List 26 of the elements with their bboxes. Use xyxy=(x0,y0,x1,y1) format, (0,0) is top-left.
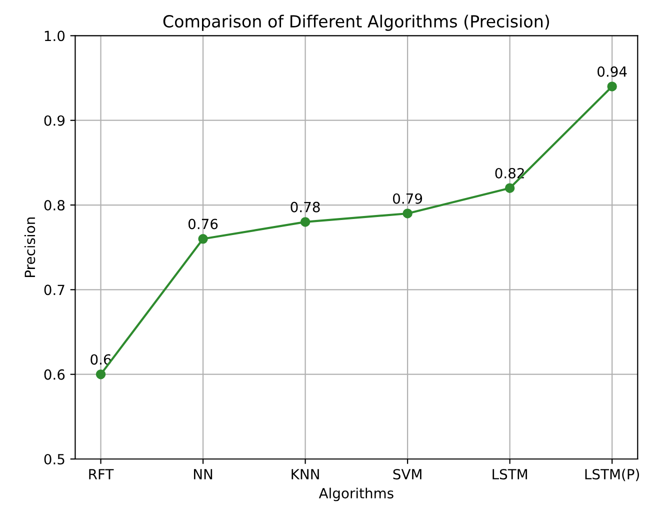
data-label: 0.78 xyxy=(290,202,320,212)
y-tick-label: 0.9 xyxy=(44,115,65,126)
y-tick-label: 0.5 xyxy=(44,454,64,464)
x-tick-label: RFT xyxy=(89,469,114,480)
point xyxy=(607,82,617,92)
x-tick-label: NN xyxy=(194,469,212,480)
point xyxy=(96,369,106,380)
x-tick-label: LSTM(P) xyxy=(585,468,640,482)
x-tick-label: KNN xyxy=(292,469,319,480)
point xyxy=(300,217,310,227)
y-tick-label: 0.7 xyxy=(44,284,64,296)
data-label: 0.76 xyxy=(188,218,218,230)
y-tick-label: 1.0 xyxy=(44,30,65,42)
data-label: 0.94 xyxy=(598,66,627,77)
data-label: 0.82 xyxy=(495,168,524,178)
y-tick-label: 0.8 xyxy=(44,200,65,210)
point xyxy=(198,234,208,244)
y-tick-label: 0.6 xyxy=(44,369,65,380)
point xyxy=(504,183,515,193)
chart-title: Comparison of Different Algorithms (Precision) xyxy=(163,14,549,31)
data-label: 0.79 xyxy=(393,193,422,204)
point xyxy=(402,208,412,218)
x-axis-title: Algorithms xyxy=(318,488,394,502)
x-tick-label: LSTM xyxy=(492,468,527,480)
x-tick-label: SVM xyxy=(393,468,422,480)
y-axis-title: Precision xyxy=(24,218,36,277)
